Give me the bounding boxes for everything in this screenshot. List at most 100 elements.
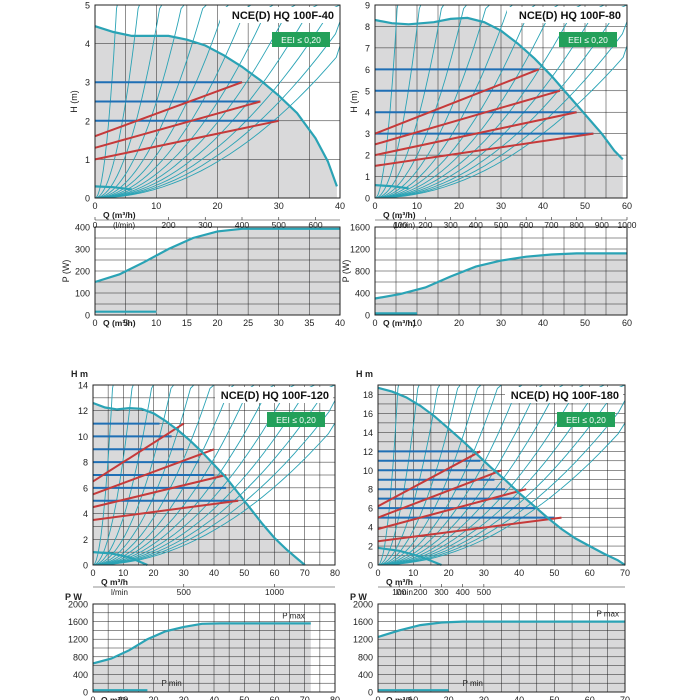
proportional-pressure-line [374, 132, 594, 167]
operating-area [378, 387, 625, 565]
x-tick-label: 50 [549, 568, 559, 578]
power-y-tick-label: 2000 [353, 600, 373, 610]
y-tick-label: 4 [83, 509, 88, 519]
operating-area [95, 26, 337, 199]
chart-title: NCE(D) HQ 100F-180 [511, 390, 619, 402]
secondary-tick-label: 400 [235, 220, 249, 230]
y-tick-label: 0 [85, 194, 90, 204]
secondary-axis-label: l/min [396, 588, 413, 597]
power-x-tick-label: 70 [620, 695, 630, 700]
secondary-tick-label: 500 [494, 220, 508, 230]
x-tick-label: 60 [269, 568, 279, 578]
title-backdrop [215, 387, 333, 403]
power-x-tick-label: 35 [304, 318, 314, 328]
y-tick-label: 14 [78, 381, 88, 391]
x-tick-label: 30 [179, 568, 189, 578]
proportional-pressure-line [377, 469, 502, 519]
power-chart: 0 400 800 1200 1600 0 10 20 30 40 50 60 Q (m³/h) P (W… [341, 223, 632, 329]
y-tick-label: 4 [365, 108, 370, 118]
power-x-tick-label: 60 [269, 695, 279, 700]
power-y-tick-label: 200 [75, 267, 90, 277]
plot-frame [377, 384, 626, 566]
system-curve [92, 385, 336, 566]
power-x-tick-label: 30 [274, 318, 284, 328]
system-curve [374, 4, 467, 199]
proportional-pressure-line [92, 474, 227, 509]
system-curve [92, 384, 315, 566]
proportional-pressure-line [374, 89, 561, 146]
x-tick-label: 40 [514, 568, 524, 578]
power-y-tick-label: 0 [85, 311, 90, 321]
y-tick-label: 6 [368, 504, 373, 514]
system-curve [92, 384, 295, 566]
power-x-tick-label: 10 [412, 318, 422, 328]
power-x-axis-label: Q (m³/h) [103, 318, 136, 328]
power-x-tick-label: 0 [375, 695, 380, 700]
power-frame [377, 603, 626, 693]
power-x-tick-label: 50 [239, 695, 249, 700]
power-x-axis-label: Q m³/h [101, 695, 128, 700]
secondary-tick-label: 700 [544, 220, 558, 230]
secondary-axis-label: (l/min) [393, 221, 416, 230]
power-y-tick-label: 400 [75, 223, 90, 233]
title-backdrop [220, 7, 338, 23]
x-tick-label: 10 [412, 201, 422, 211]
power-x-tick-label: 10 [118, 695, 128, 700]
power-x-tick-label: 10 [151, 318, 161, 328]
power-x-tick-label: 40 [538, 318, 548, 328]
max-curve [94, 25, 338, 187]
system-curve [94, 4, 140, 199]
chart-100f80: NCE(D) HQ 100F-80 EEI ≤ 0,20 0 1 2 3 4 5 6 7 8 9 0 10… [341, 1, 637, 329]
max-curve [374, 16, 624, 161]
y-tick-label: 14 [363, 428, 373, 438]
title-backdrop [505, 387, 623, 403]
system-curve [92, 384, 215, 566]
x-tick-label: 0 [92, 201, 97, 211]
x-tick-label: 10 [151, 201, 161, 211]
proportional-pressure-line [92, 499, 239, 521]
eei-badge [559, 32, 617, 47]
x-axis-label: Q m³/h [386, 577, 413, 587]
power-y-axis-label: P W [350, 592, 367, 602]
power-x-axis-label: Q m³/h [386, 695, 413, 700]
y-tick-label: 6 [365, 65, 370, 75]
power-frame [92, 603, 336, 693]
system-curve [94, 4, 296, 199]
x-tick-label: 20 [212, 201, 222, 211]
x-tick-label: 40 [209, 568, 219, 578]
eei-badge [557, 412, 615, 427]
x-tick-label: 40 [335, 201, 345, 211]
x-tick-label: 20 [444, 568, 454, 578]
power-y-tick-label: 1200 [68, 635, 88, 645]
head-flow-chart: NCE(D) HQ 100F-120 EEI ≤ 0,20 0 2 4 6 8 10 12 14 0… [71, 369, 340, 597]
y-tick-label: 8 [368, 485, 373, 495]
min-curve [377, 546, 442, 567]
secondary-tick-label: 600 [519, 220, 533, 230]
power-x-tick-label: 80 [330, 695, 340, 700]
y-tick-label: 0 [368, 561, 373, 571]
power-y-tick-label: 2000 [68, 600, 88, 610]
plot-frame [92, 384, 336, 566]
system-curve [374, 5, 628, 199]
power-x-tick-label: 0 [90, 695, 95, 700]
chart-100f180: NCE(D) HQ 100F-180 EEI ≤ 0,20 0 2 4 6 8 10 12 14 1… [350, 369, 630, 700]
secondary-tick-label: 200 [413, 587, 427, 597]
pmin-label: P min [463, 679, 483, 688]
power-chart: 0 400 800 1200 1600 2000 0 10 20 30 40 50 60 70 80 Q m³… [65, 592, 340, 700]
power-y-tick-label: 800 [358, 652, 373, 662]
power-max-curve [374, 252, 627, 300]
power-y-tick-label: 0 [365, 311, 370, 321]
secondary-tick-label: 1000 [265, 587, 284, 597]
secondary-tick-label: 500 [177, 587, 191, 597]
system-curve [374, 4, 536, 199]
secondary-tick-label: 900 [595, 220, 609, 230]
x-axis-label: Q (m³/h) [383, 210, 416, 220]
y-tick-label: 4 [85, 39, 90, 49]
y-tick-label: 3 [85, 78, 90, 88]
x-tick-label: 0 [375, 568, 380, 578]
y-tick-label: 7 [365, 43, 370, 53]
y-tick-label: 10 [78, 432, 88, 442]
secondary-tick-label: 1000 [618, 220, 637, 230]
